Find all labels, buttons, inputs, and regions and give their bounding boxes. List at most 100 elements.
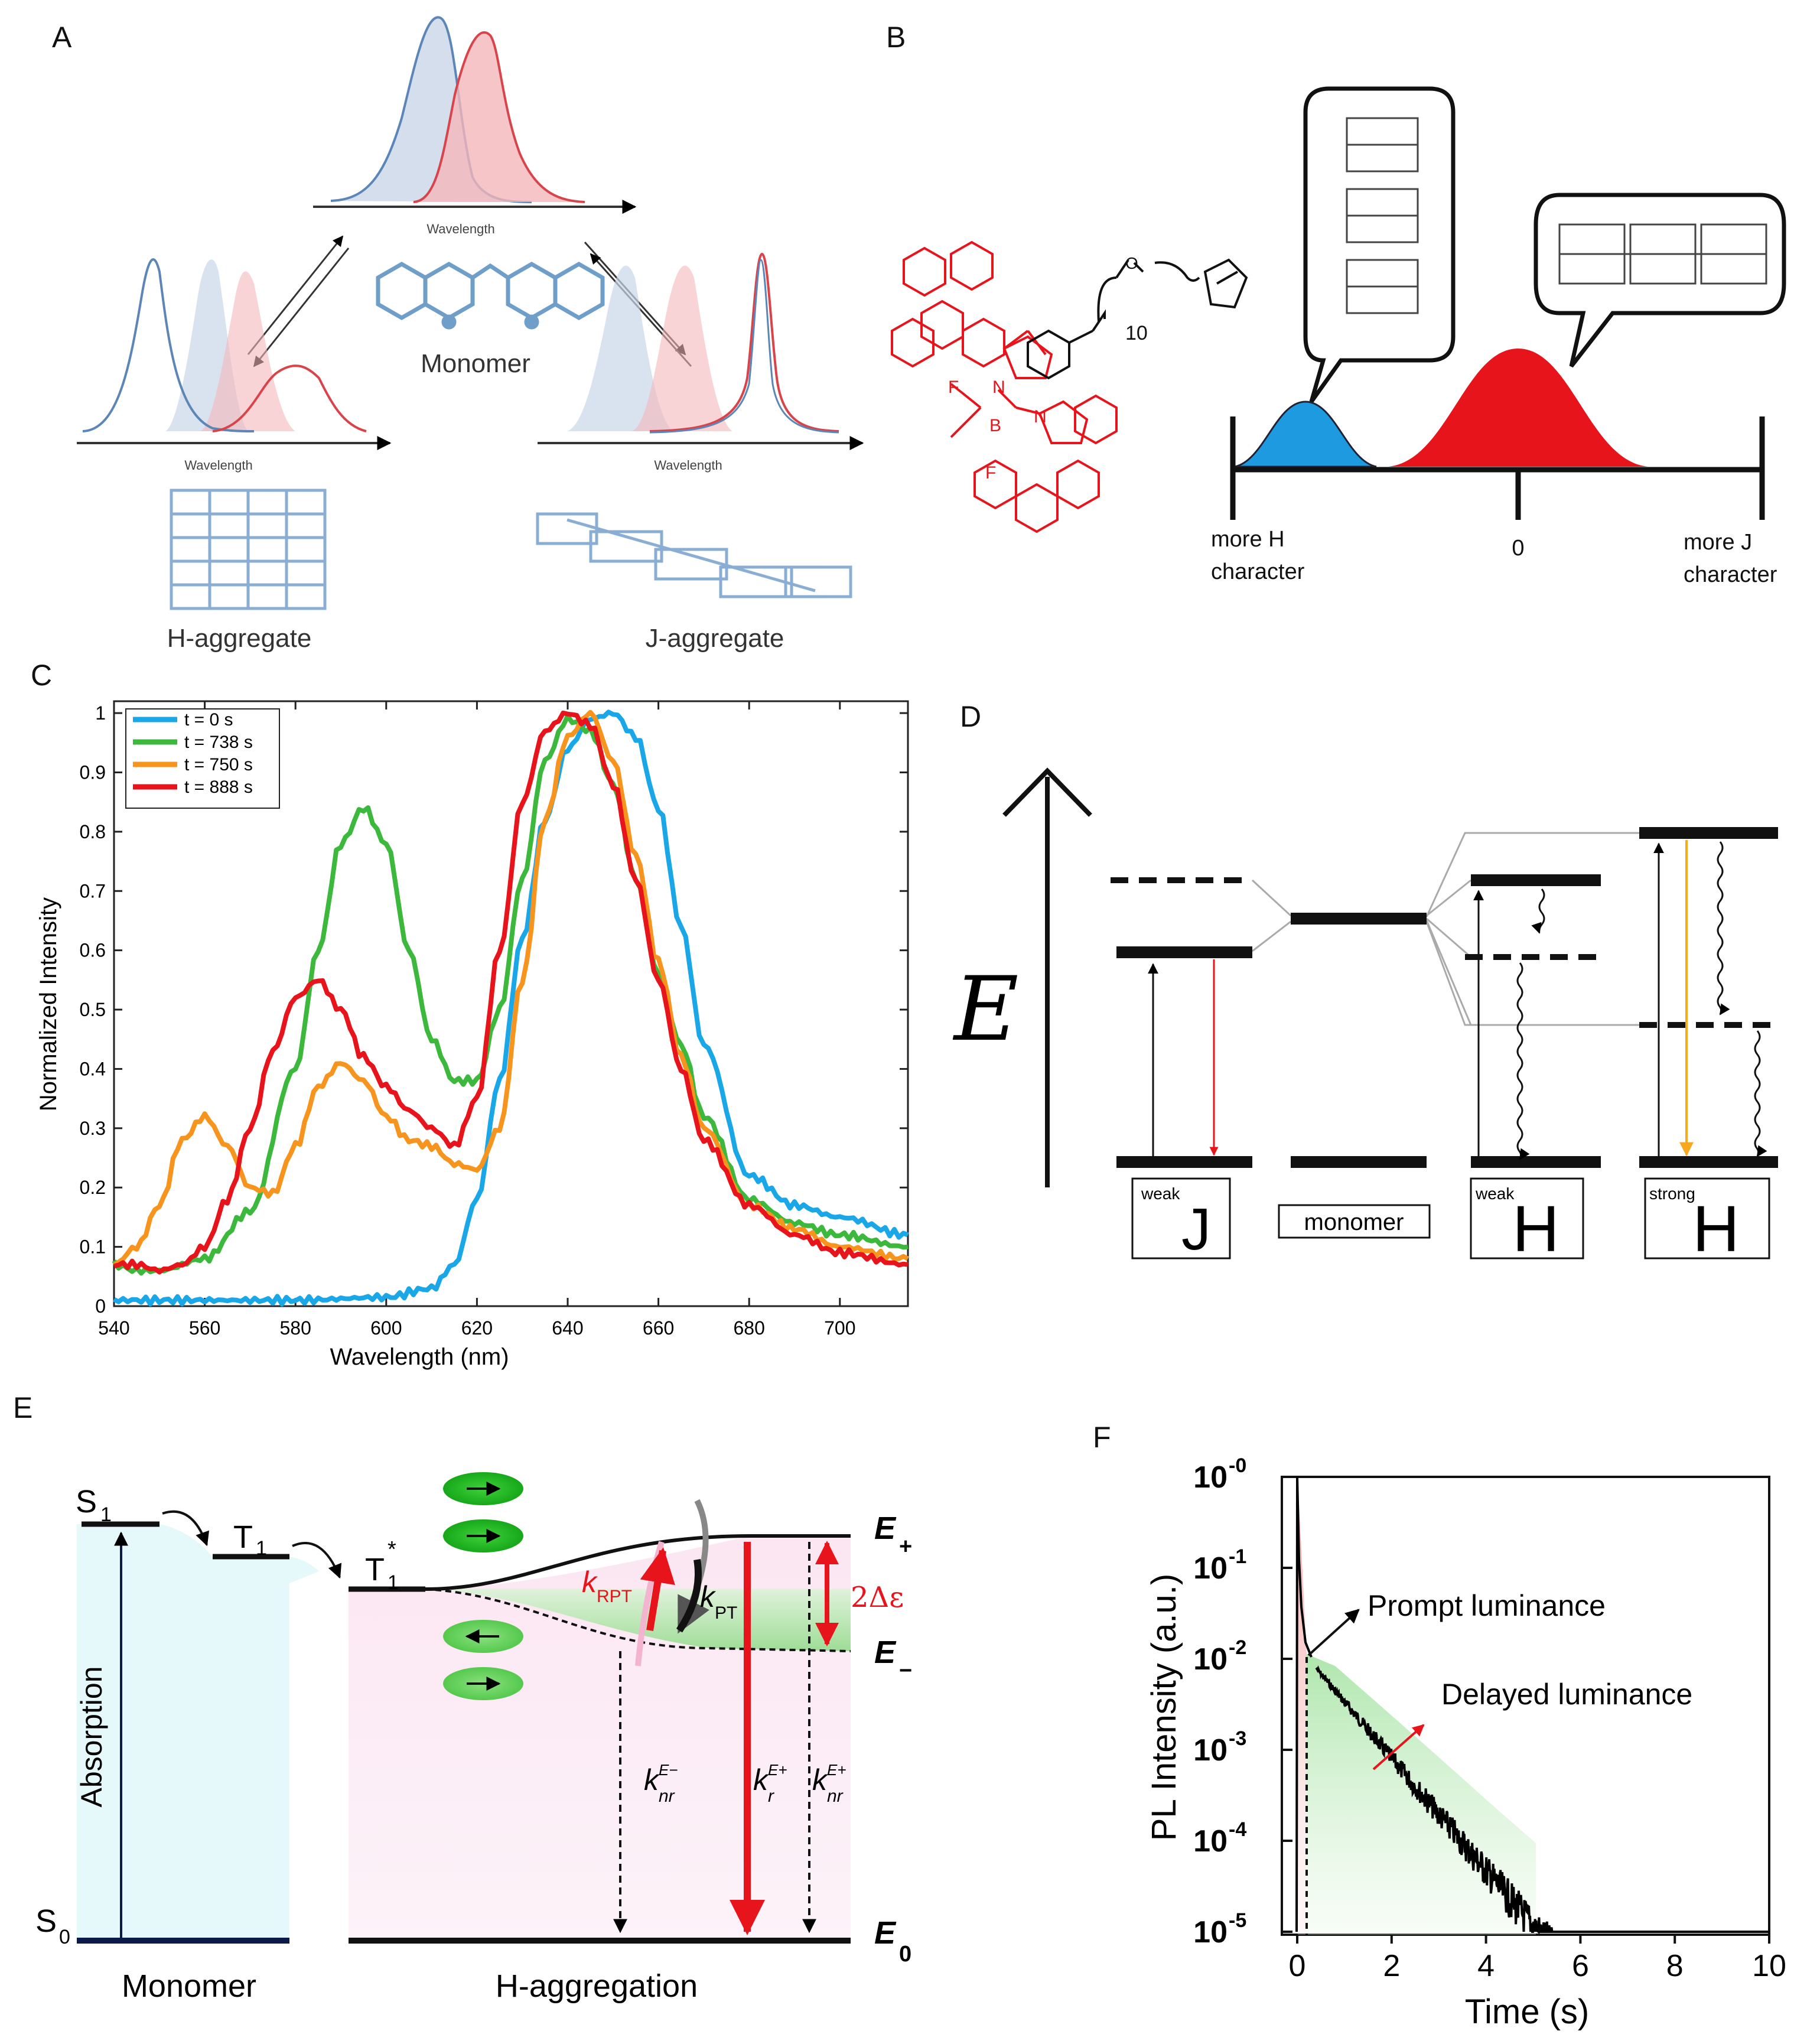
c-ylabel: Normalized Intensity [35, 897, 61, 1111]
c-series-line-0 [113, 709, 909, 1307]
f-xtick-label-0: 0 [1289, 1949, 1306, 1983]
panel-d: E [952, 767, 1778, 1265]
e-s0: S [35, 1903, 57, 1939]
e-dipole-ovals [443, 1472, 523, 1700]
e-eminus-sub: − [899, 1658, 912, 1683]
e-eminus: E [874, 1635, 897, 1670]
b-atom-n2: N [1034, 407, 1047, 427]
a-monomer-label: Monomer [421, 349, 530, 378]
panel-c-chart: 540 560 580 600 620 640 660 680 700 0 0.1 0.2 0.3 0.4… [35, 700, 909, 1370]
c-ytick-label-1: 0.1 [80, 1236, 106, 1258]
c-xtick-label-6: 660 [643, 1317, 674, 1339]
c-legend-label-0: t = 0 s [184, 710, 233, 730]
f-prompt-label: Prompt luminance [1368, 1589, 1606, 1622]
e-monomer-caption: Monomer [122, 1968, 256, 2004]
f-ylabel: PL Intensity (a.u.) [1145, 1574, 1183, 1841]
b-atom-n1: N [992, 377, 1005, 397]
c-xtick-label-3: 600 [370, 1317, 402, 1339]
c-legend-label-3: t = 888 s [184, 777, 253, 797]
f-ytick-exp-5: -5 [1229, 1909, 1246, 1932]
e-nr-1: nr [659, 1786, 675, 1806]
monomer-structure-icon [376, 261, 605, 330]
d-energy-label: E [952, 958, 1019, 1061]
e-rpt-sub: RPT [597, 1587, 632, 1606]
f-xtick-label-5: 10 [1752, 1949, 1786, 1983]
e-eplus: E [874, 1511, 897, 1546]
c-series-line-1 [112, 713, 909, 1276]
e-monomer-bg [77, 1524, 319, 1941]
e-knr-minus: k [644, 1763, 660, 1796]
c-xtick-label-7: 680 [734, 1317, 765, 1339]
d-label-weak-h: weak H [1470, 1177, 1584, 1265]
d-h-letter-1: H [1512, 1193, 1559, 1265]
bodipy-structure-icon [891, 240, 1118, 533]
e-k-pt: k [700, 1580, 717, 1613]
panel-label-b: B [886, 21, 906, 54]
monomer-spectra: Wavelength [313, 16, 637, 236]
b-subscript-10: 10 [1125, 322, 1148, 344]
f-ytick-base-1: 10 [1193, 1551, 1228, 1586]
b-atom-o: O [1125, 254, 1138, 272]
panel-a: Wavelength Monomer Wavelength [77, 16, 864, 653]
panel-f: 10 -010 -110 -210 -310 -410 -50 2 4 6 8 10 Prompt l… [1145, 1454, 1786, 2031]
e-eplus-level [425, 1534, 851, 1591]
f-ytick-base-4: 10 [1193, 1824, 1228, 1859]
panel-label-d: D [960, 700, 981, 733]
f-xtick-label-3: 6 [1572, 1949, 1589, 1983]
e-sup-1: E− [659, 1761, 678, 1779]
e-h-aggregation-caption: H-aggregation [496, 1968, 698, 2004]
e-ezero: E [874, 1915, 897, 1951]
panel-label-e: E [13, 1391, 32, 1424]
c-xtick-label-8: 700 [824, 1317, 855, 1339]
e-sup-2: E+ [768, 1761, 787, 1779]
f-ytick-exp-4: -4 [1229, 1818, 1246, 1841]
a-axis-label-j: Wavelength [654, 458, 722, 473]
c-ytick-label-0: 0 [95, 1296, 106, 1317]
f-ytick-base-2: 10 [1193, 1642, 1228, 1677]
e-ezero-sub: 0 [899, 1942, 911, 1967]
j-aggregate-structure-icon [536, 512, 852, 598]
d-strong-text: strong [1649, 1184, 1695, 1203]
b-atom-b: B [989, 416, 1001, 435]
e-pt-sub: PT [715, 1603, 737, 1623]
e-s0-sub: 0 [59, 1926, 70, 1948]
a-axis-label-top: Wavelength [426, 222, 494, 236]
b-axis-right-2: character [1684, 562, 1777, 587]
e-sup-3: E+ [827, 1761, 846, 1779]
j-distribution [1388, 349, 1648, 467]
f-decay-curve [1295, 1476, 1769, 1934]
e-t1star: T [365, 1552, 385, 1587]
c-ticks: 540 560 580 600 620 640 660 680 700 0 0.1 0.2 0.3 0.4… [80, 701, 908, 1339]
a-axis-label-h: Wavelength [184, 458, 252, 473]
e-eplus-sub: + [899, 1534, 912, 1559]
c-series [112, 709, 909, 1307]
f-ticks: 10 -010 -110 -210 -310 -410 -50 2 4 6 8 10 [1193, 1454, 1786, 1983]
f-xtick-label-4: 8 [1666, 1949, 1684, 1983]
b-axis-left-2: character [1211, 559, 1305, 584]
e-k-rpt: k [582, 1565, 598, 1599]
c-ytick-label-3: 0.3 [80, 1118, 106, 1139]
h-stack-bubble [1303, 86, 1456, 403]
panel-label-c: C [31, 659, 52, 692]
c-legend-label-1: t = 738 s [184, 733, 253, 752]
b-axis-right-1: more J [1684, 530, 1752, 555]
c-xtick-label-5: 640 [552, 1317, 583, 1339]
b-axis-left-1: more H [1211, 527, 1285, 552]
c-xlabel: Wavelength (nm) [330, 1344, 509, 1370]
f-ytick-exp-2: -2 [1229, 1636, 1246, 1659]
panel-label-a: A [52, 21, 72, 54]
f-ytick-base-5: 10 [1193, 1915, 1228, 1949]
d-j-letter: J [1181, 1196, 1211, 1262]
c-legend-label-2: t = 750 s [184, 755, 253, 774]
d-label-strong-h: strong H [1644, 1177, 1770, 1265]
h-aggregate-spectra: Wavelength [77, 258, 392, 473]
linker-structure-icon [1027, 258, 1248, 380]
c-series-line-3 [113, 710, 909, 1275]
f-xtick-label-2: 4 [1477, 1949, 1495, 1983]
e-nr-2: nr [827, 1786, 844, 1806]
j-aggregate-spectra: Wavelength [538, 252, 864, 473]
e-t1star-sup: * [388, 1537, 396, 1562]
h-distribution [1234, 401, 1377, 468]
c-ytick-label-7: 0.7 [80, 880, 106, 901]
